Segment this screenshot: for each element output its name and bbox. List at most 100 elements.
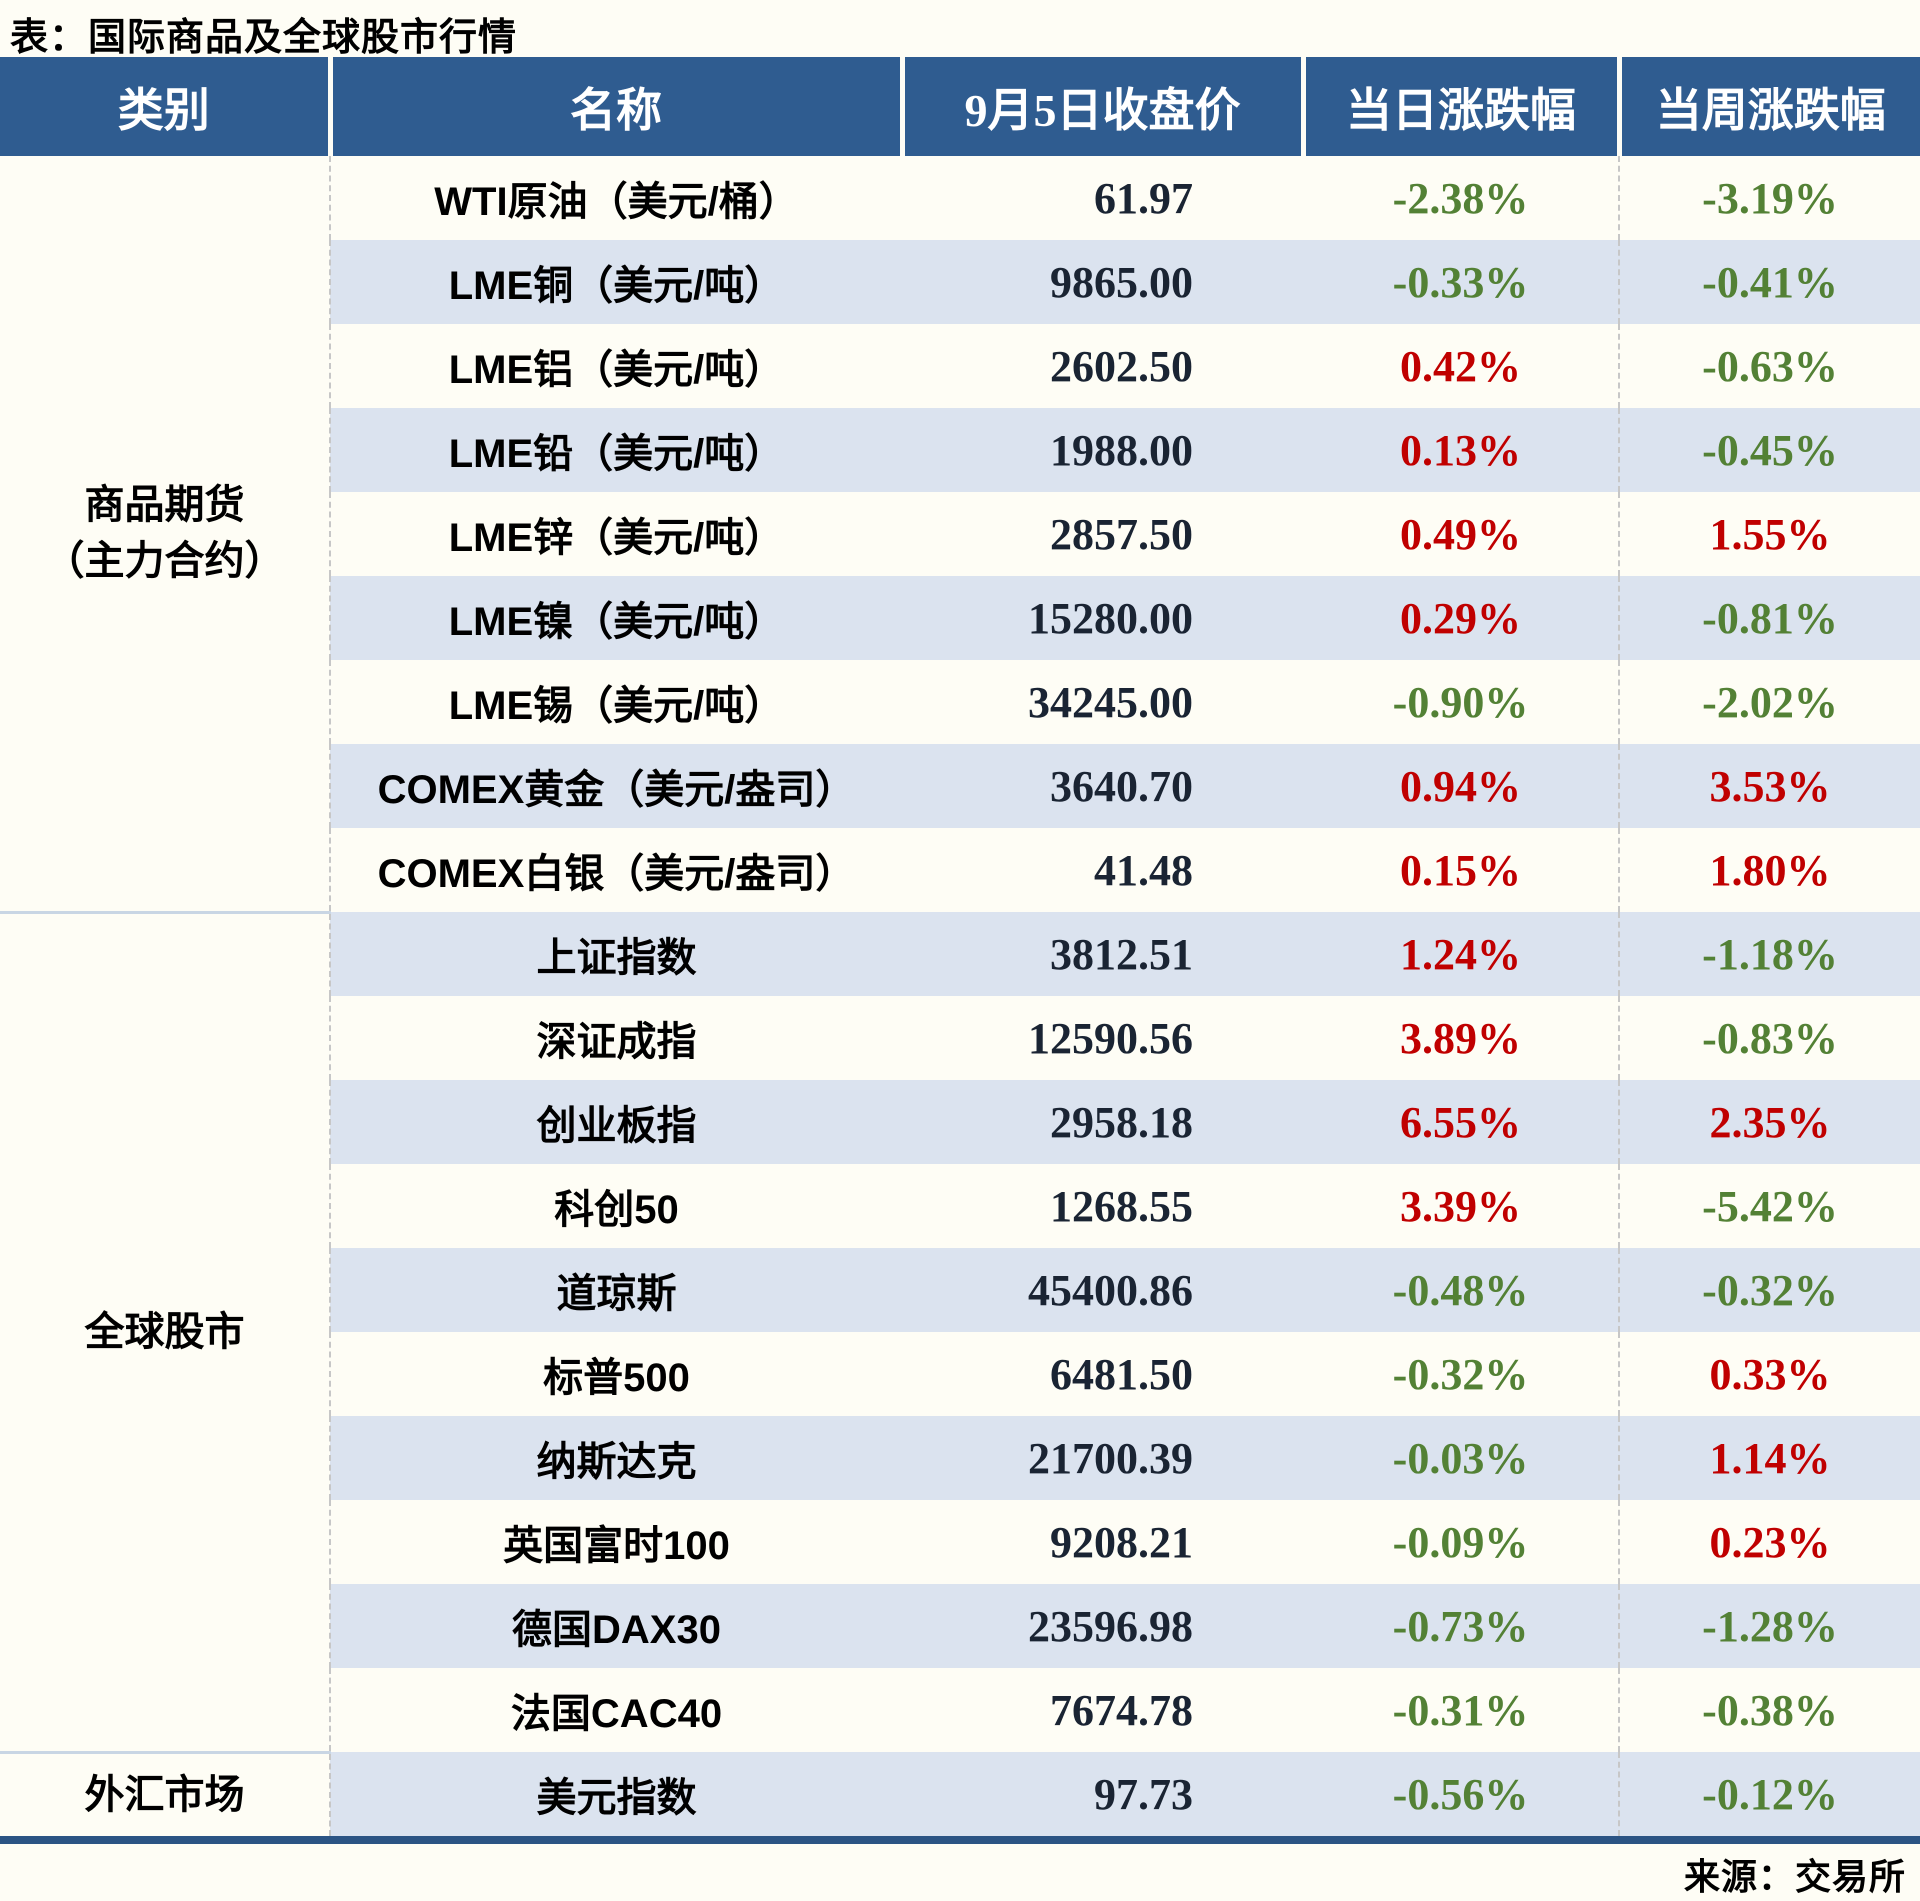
name-cell: 创业板指 xyxy=(329,1080,902,1164)
day-change-cell: 3.89% xyxy=(1400,1013,1521,1063)
name-cell: 科创50 xyxy=(329,1164,902,1248)
header-name: 名称 xyxy=(327,57,902,156)
week-change-cell: -0.41% xyxy=(1618,240,1920,324)
category-label: 外汇市场 xyxy=(84,1772,245,1817)
day-change-cell: -2.38% xyxy=(1392,173,1529,223)
week-change-cell: 1.14% xyxy=(1618,1416,1920,1500)
category-cell: 全球股市 xyxy=(0,910,330,1752)
table-row: 外汇市场 美元指数 97.73 -0.56% -0.12% xyxy=(0,1750,1920,1836)
week-change-cell: -0.38% xyxy=(1618,1668,1920,1752)
day-change-cell: 1.24% xyxy=(1303,912,1619,996)
day-change-cell: -0.31% xyxy=(1392,1685,1529,1735)
name-cell: LME铅（美元/吨） xyxy=(329,408,902,492)
day-change-cell: 6.55% xyxy=(1303,1080,1619,1164)
close-price-cell: 2958.18 xyxy=(902,1080,1303,1164)
day-change-cell: -0.56% xyxy=(1303,1752,1619,1836)
day-change-cell: 3.39% xyxy=(1400,1181,1521,1231)
name-cell: 美元指数 xyxy=(329,1752,902,1836)
close-price-cell: 9208.21 xyxy=(1050,1517,1193,1567)
table-row: COMEX白银（美元/盎司） 41.48 0.15% 1.80% xyxy=(0,828,1920,912)
day-change-cell: -0.73% xyxy=(1303,1584,1619,1668)
week-change-cell: 1.80% xyxy=(1618,828,1920,912)
close-price-cell: 12590.56 xyxy=(1028,1013,1193,1063)
day-change-cell: 0.42% xyxy=(1400,341,1521,391)
table-title: 表：国际商品及全球股市行情 xyxy=(10,17,518,59)
name-cell: 标普500 xyxy=(329,1332,902,1416)
week-change-cell: -0.83% xyxy=(1618,996,1920,1080)
week-change-cell: -0.81% xyxy=(1618,576,1920,660)
week-change-cell: -1.18% xyxy=(1618,912,1920,996)
name-cell: 深证成指 xyxy=(329,996,902,1080)
table-row: LME铝（美元/吨） 2602.50 0.42% -0.63% xyxy=(0,324,1920,408)
week-change-cell: -1.28% xyxy=(1618,1584,1920,1668)
table-row: 纳斯达克 21700.39 -0.03% 1.14% xyxy=(0,1416,1920,1500)
close-price-cell: 3812.51 xyxy=(902,912,1303,996)
close-price-cell: 61.97 xyxy=(1094,173,1193,223)
close-price-cell: 97.73 xyxy=(902,1752,1303,1836)
table-row: 创业板指 2958.18 6.55% 2.35% xyxy=(0,1080,1920,1164)
header-close-price: 9月5日收盘价 xyxy=(899,57,1303,156)
header-row: 类别 名称 9月5日收盘价 当日涨跌幅 当周涨跌幅 xyxy=(0,57,1920,156)
table-row: LME锡（美元/吨） 34245.00 -0.90% -2.02% xyxy=(0,660,1920,744)
header-category: 类别 xyxy=(0,57,330,156)
category-label: （主力合约） xyxy=(44,539,285,584)
category-cell: 商品期货 （主力合约） xyxy=(0,156,330,912)
day-change-cell: -0.03% xyxy=(1303,1416,1619,1500)
week-change-cell: 3.53% xyxy=(1618,744,1920,828)
close-price-cell: 7674.78 xyxy=(1050,1685,1193,1735)
header-day-change: 当日涨跌幅 xyxy=(1300,57,1619,156)
name-cell: 德国DAX30 xyxy=(329,1584,902,1668)
name-cell: COMEX黄金（美元/盎司） xyxy=(329,744,902,828)
table-row: COMEX黄金（美元/盎司） 3640.70 0.94% 3.53% xyxy=(0,744,1920,828)
close-price-cell: 2857.50 xyxy=(1050,509,1193,559)
week-change-cell: -2.02% xyxy=(1618,660,1920,744)
category-cell: 外汇市场 xyxy=(0,1750,330,1836)
name-cell: LME铜（美元/吨） xyxy=(329,240,902,324)
week-change-cell: -0.45% xyxy=(1618,408,1920,492)
table-row: 法国CAC40 7674.78 -0.31% -0.38% xyxy=(0,1668,1920,1752)
week-change-cell: -0.12% xyxy=(1618,1752,1920,1836)
table-row: LME铅（美元/吨） 1988.00 0.13% -0.45% xyxy=(0,408,1920,492)
day-change-cell: -0.90% xyxy=(1392,677,1529,727)
name-cell: LME锡（美元/吨） xyxy=(329,660,902,744)
close-price-cell: 41.48 xyxy=(1094,845,1193,895)
close-price-cell: 23596.98 xyxy=(902,1584,1303,1668)
name-cell: 法国CAC40 xyxy=(329,1668,902,1752)
category-label: 全球股市 xyxy=(84,1310,245,1354)
close-price-cell: 2602.50 xyxy=(1050,341,1193,391)
table-row: 深证成指 12590.56 3.89% -0.83% xyxy=(0,996,1920,1080)
name-cell: WTI原油（美元/桶） xyxy=(329,156,902,240)
day-change-cell: 0.49% xyxy=(1400,509,1521,559)
table-row: 标普500 6481.50 -0.32% 0.33% xyxy=(0,1332,1920,1416)
week-change-cell: 0.23% xyxy=(1618,1500,1920,1584)
table-row: 道琼斯 45400.86 -0.48% -0.32% xyxy=(0,1248,1920,1332)
day-change-cell: 0.13% xyxy=(1303,408,1619,492)
day-change-cell: 0.15% xyxy=(1400,845,1521,895)
close-price-cell: 6481.50 xyxy=(1050,1349,1193,1399)
table-row: 科创50 1268.55 3.39% -5.42% xyxy=(0,1164,1920,1248)
table-row: LME镍（美元/吨） 15280.00 0.29% -0.81% xyxy=(0,576,1920,660)
name-cell: LME镍（美元/吨） xyxy=(329,576,902,660)
table-row: 商品期货 （主力合约） WTI原油（美元/桶） 61.97 -2.38% -3.19% xyxy=(0,156,1920,912)
close-price-cell: 1268.55 xyxy=(1050,1181,1193,1231)
table-row: LME铜（美元/吨） 9865.00 -0.33% -0.41% xyxy=(0,240,1920,324)
close-price-cell: 3640.70 xyxy=(902,744,1303,828)
day-change-cell: 0.29% xyxy=(1303,576,1619,660)
day-change-cell: -0.33% xyxy=(1303,240,1619,324)
name-cell: 纳斯达克 xyxy=(329,1416,902,1500)
name-cell: 上证指数 xyxy=(329,912,902,996)
week-change-cell: 1.55% xyxy=(1618,492,1920,576)
close-price-cell: 9865.00 xyxy=(902,240,1303,324)
table-row: 德国DAX30 23596.98 -0.73% -1.28% xyxy=(0,1584,1920,1668)
name-cell: 道琼斯 xyxy=(329,1248,902,1332)
week-change-cell: -0.63% xyxy=(1618,324,1920,408)
week-change-cell: -3.19% xyxy=(1618,156,1920,240)
table-bottom-border xyxy=(0,1836,1920,1844)
week-change-cell: -0.32% xyxy=(1618,1248,1920,1332)
week-change-cell: 0.33% xyxy=(1618,1332,1920,1416)
market-table: 类别 名称 9月5日收盘价 当日涨跌幅 当周涨跌幅 商品期货 （主力合约） WTI原… xyxy=(0,57,1920,1836)
close-price-cell: 15280.00 xyxy=(902,576,1303,660)
name-cell: LME铝（美元/吨） xyxy=(329,324,902,408)
category-label: 商品期货 xyxy=(84,483,245,528)
